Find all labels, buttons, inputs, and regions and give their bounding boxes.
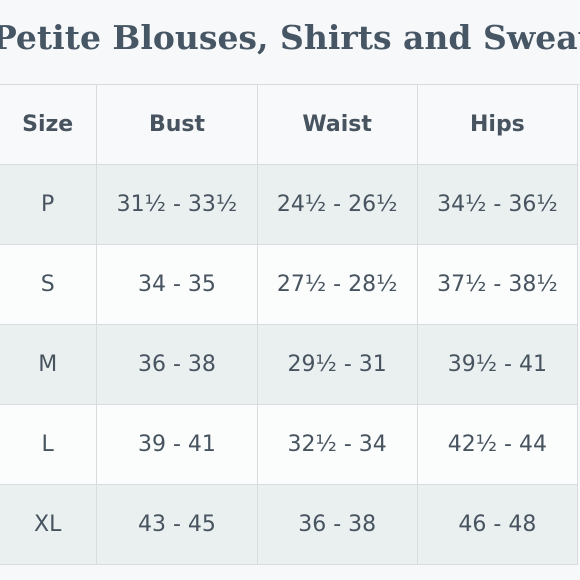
column-header-bust: Bust [96,84,258,165]
size-cell: L [0,404,98,485]
size-cell: M [0,324,98,405]
page-title: Petite Blouses, Shirts and Sweaters [0,18,580,57]
hips-cell: 34½ - 36½ [416,164,579,245]
waist-cell: 29½ - 31 [256,324,418,405]
waist-cell: 36 - 38 [256,484,418,565]
hips-cell: 42½ - 44 [416,404,579,485]
size-cell: S [0,244,98,325]
table-row: XL 43 - 45 36 - 38 46 - 48 [0,484,579,565]
bust-cell: 31½ - 33½ [96,164,258,245]
size-cell: P [0,164,98,245]
table-row: M 36 - 38 29½ - 31 39½ - 41 [0,324,579,405]
waist-cell: 32½ - 34 [256,404,418,485]
hips-cell: 39½ - 41 [416,324,579,405]
waist-cell: 24½ - 26½ [256,164,418,245]
bust-cell: 39 - 41 [96,404,258,485]
hips-cell: 37½ - 38½ [416,244,579,325]
bust-cell: 36 - 38 [96,324,258,405]
size-cell: XL [0,484,98,565]
table-header-row: Size Bust Waist Hips [0,84,579,165]
table-row: L 39 - 41 32½ - 34 42½ - 44 [0,404,579,485]
table-row: S 34 - 35 27½ - 28½ 37½ - 38½ [0,244,579,325]
column-header-waist: Waist [256,84,418,165]
bust-cell: 43 - 45 [96,484,258,565]
waist-cell: 27½ - 28½ [256,244,418,325]
bust-cell: 34 - 35 [96,244,258,325]
hips-cell: 46 - 48 [416,484,579,565]
column-header-size: Size [0,84,98,165]
size-chart-table: Size Bust Waist Hips P 31½ - 33½ 24½ - 2… [0,84,579,565]
table-row: P 31½ - 33½ 24½ - 26½ 34½ - 36½ [0,164,579,245]
column-header-hips: Hips [416,84,579,165]
